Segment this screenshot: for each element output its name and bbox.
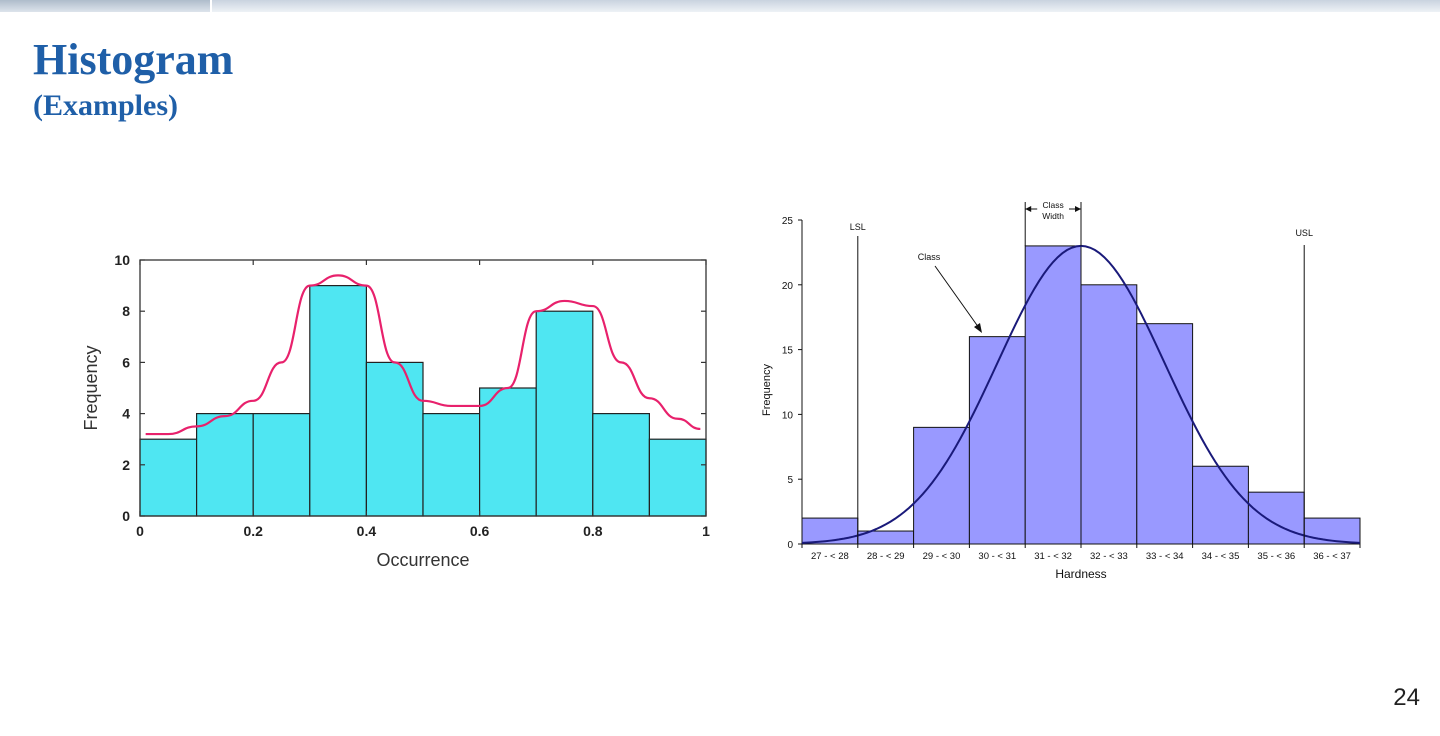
x-axis-label: Occurrence [376, 550, 469, 570]
x-tick-label: 28 - < 29 [867, 551, 905, 562]
y-tick-label: 20 [782, 281, 794, 292]
histogram-bar [1247, 491, 1305, 545]
x-tick-label: 32 - < 33 [1090, 551, 1128, 562]
y-tick-label: 2 [122, 457, 130, 473]
x-tick-label: 30 - < 31 [978, 551, 1016, 562]
slide-subtitle: (Examples) [33, 89, 178, 122]
x-tick-label: 36 - < 37 [1313, 551, 1351, 562]
x-tick-label: 33 - < 34 [1146, 551, 1184, 562]
slide-top-bar-tab [0, 0, 212, 12]
usl-label: USL [1295, 228, 1313, 238]
x-tick-label: 27 - < 28 [811, 551, 849, 562]
y-tick-label: 8 [122, 303, 130, 319]
y-tick-label: 0 [122, 508, 130, 524]
lsl-label: LSL [850, 222, 866, 232]
x-tick-label: 29 - < 30 [923, 551, 961, 562]
y-tick-label: 5 [787, 475, 793, 486]
x-tick-label: 0.4 [357, 523, 377, 539]
histogram-bar [1080, 284, 1138, 545]
x-tick-label: 0.8 [583, 523, 603, 539]
histogram-bar [309, 284, 368, 517]
hand-drawn-overlay-curve [145, 274, 701, 436]
histogram-bar [592, 413, 650, 517]
histogram-bar [913, 426, 970, 545]
x-tick-label: 0.6 [470, 523, 490, 539]
class-label: Class [918, 252, 941, 262]
y-axis-label: Frequency [81, 345, 101, 430]
class-width-label-line1: Class [1042, 200, 1063, 210]
class-width-arrowhead-right [1075, 206, 1081, 212]
plot-frame [139, 259, 707, 517]
x-axis-label: Hardness [1055, 567, 1106, 581]
y-tick-label: 15 [782, 346, 794, 357]
histogram-bar [422, 413, 481, 517]
histogram-bar [195, 413, 254, 517]
y-tick-label: 10 [114, 252, 130, 268]
y-tick-label: 25 [782, 216, 794, 227]
histogram-bar [365, 361, 424, 517]
y-tick-label: 6 [122, 354, 130, 370]
occurrence-histogram-chart: 0 2 4 6 8 10 0 0.2 0.4 0.6 0.8 1 Occurrence Frequency [81, 252, 710, 570]
y-axis-label: Frequency [761, 364, 773, 416]
class-pointer-arrow [934, 265, 980, 329]
y-tick-label: 10 [782, 410, 794, 421]
x-tick-label: 35 - < 36 [1257, 551, 1295, 562]
x-tick-label: 34 - < 35 [1202, 551, 1240, 562]
histogram-bar [479, 387, 537, 517]
slide-title: Histogram [33, 35, 234, 84]
x-tick-label: 0 [136, 523, 144, 539]
histogram-bar [535, 310, 594, 517]
histogram-bar [968, 336, 1026, 545]
page-number: 24 [1393, 684, 1420, 711]
class-pointer-arrowhead [974, 323, 982, 333]
histogram-bar [1192, 465, 1249, 545]
x-tick-label: 0.2 [243, 523, 263, 539]
slide-top-bar [0, 0, 1440, 12]
class-width-arrowhead-left [1025, 206, 1032, 212]
histogram-bar [1136, 323, 1194, 545]
y-tick-label: 4 [122, 406, 130, 422]
hardness-histogram-chart: 0 5 10 15 20 25 27 - < 28 28 - < 29 29 - < 30 30 … [761, 200, 1361, 581]
class-width-label-line2: Width [1042, 211, 1064, 221]
histogram-bar [648, 438, 707, 517]
x-tick-label: 1 [702, 523, 710, 539]
x-tick-label: 31 - < 32 [1034, 551, 1072, 562]
histogram-bar [252, 413, 311, 517]
histogram-bar [139, 438, 198, 517]
y-tick-label: 0 [787, 540, 793, 551]
